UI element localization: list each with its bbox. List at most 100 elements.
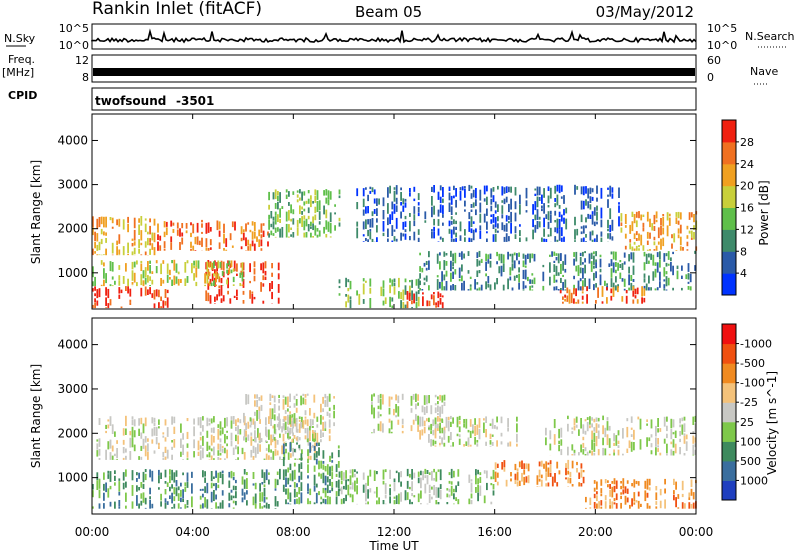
echo-cell: [204, 284, 206, 287]
echo-cell: [217, 260, 220, 269]
echo-cell: [612, 282, 615, 291]
y-tick-label: 1000: [57, 471, 88, 485]
echo-cell: [650, 419, 653, 429]
echo-cell: [547, 186, 550, 191]
echo-cell: [547, 205, 550, 208]
echo-cell: [579, 256, 582, 266]
echo-cell: [94, 276, 96, 286]
echo-cell: [164, 489, 167, 495]
echo-cell: [217, 428, 220, 440]
echo-cell: [180, 451, 182, 457]
echo-cell: [454, 285, 457, 291]
echo-cell: [417, 296, 420, 307]
echo-cell: [289, 503, 292, 505]
echo-cell: [373, 407, 375, 419]
echo-cell: [551, 476, 554, 487]
echo-cell: [206, 441, 209, 451]
echo-cell: [242, 271, 245, 278]
echo-cell: [323, 190, 325, 196]
echo-cell: [593, 427, 596, 432]
echo-cell: [576, 461, 578, 466]
echo-cell: [666, 453, 668, 456]
echo-cell: [282, 399, 285, 410]
echo-cell: [439, 252, 441, 256]
echo-cell: [356, 221, 359, 227]
echo-cell: [496, 261, 498, 265]
echo-cell: [176, 222, 179, 229]
echo-cell: [432, 439, 435, 446]
echo-cell: [98, 241, 101, 251]
echo-cell: [211, 263, 214, 271]
echo-cell: [578, 429, 580, 436]
echo-cell: [556, 461, 559, 469]
echo-cell: [489, 284, 492, 291]
echo-cell: [478, 270, 481, 274]
echo-cell: [485, 429, 487, 438]
echo-cell: [199, 504, 202, 509]
echo-cell: [293, 499, 296, 505]
echo-cell: [246, 472, 248, 476]
echo-cell: [611, 486, 614, 498]
echo-cell: [118, 500, 121, 507]
echo-cell: [663, 253, 666, 262]
echo-cell: [213, 436, 215, 443]
echo-cell: [413, 220, 416, 227]
echo-cell: [149, 218, 151, 223]
echo-cell: [426, 470, 429, 474]
echo-cell: [125, 286, 127, 291]
echo-cell: [597, 287, 599, 298]
echo-cell: [684, 503, 686, 509]
echo-cell: [679, 418, 681, 424]
echo-cell: [274, 496, 277, 507]
echo-cell: [441, 427, 444, 434]
echo-cell: [309, 488, 312, 496]
echo-cell: [681, 424, 684, 435]
echo-cell: [147, 289, 149, 295]
echo-cell: [479, 472, 482, 476]
echo-cell: [249, 280, 251, 284]
echo-cell: [508, 221, 510, 224]
echo-cell: [365, 502, 367, 505]
echo-cell: [351, 482, 354, 490]
echo-cell: [159, 235, 162, 241]
echo-cell: [672, 450, 675, 456]
echo-cell: [228, 267, 231, 275]
echo-cell: [654, 288, 657, 291]
echo-cell: [657, 241, 660, 245]
echo-cell: [136, 282, 138, 287]
echo-cell: [413, 293, 415, 304]
echo-cell: [260, 239, 263, 247]
echo-cell: [225, 238, 228, 247]
echo-cell: [630, 434, 633, 437]
echo-cell: [439, 489, 442, 500]
echo-cell: [144, 469, 147, 473]
echo-cell: [398, 472, 400, 483]
echo-cell: [292, 218, 295, 225]
echo-cell: [114, 453, 116, 457]
echo-cell: [596, 211, 598, 221]
echo-cell: [655, 437, 657, 447]
echo-cell: [464, 209, 466, 212]
echo-cell: [665, 271, 668, 275]
echo-cell: [574, 240, 576, 242]
echo-cell: [300, 482, 303, 491]
colorbar-tick-label: -500: [740, 357, 765, 370]
echo-cell: [103, 503, 105, 509]
echo-cell: [388, 407, 391, 415]
echo-cell: [574, 216, 576, 226]
echo-cell: [452, 284, 454, 291]
echo-cell: [469, 444, 472, 447]
echo-cell: [492, 187, 495, 192]
echo-cell: [382, 423, 384, 433]
echo-cell: [450, 238, 453, 242]
echo-cell: [347, 279, 350, 283]
echo-cell: [367, 489, 369, 499]
echo-cell: [252, 445, 255, 454]
echo-cell: [522, 281, 525, 289]
echo-cell: [107, 424, 110, 429]
echo-cell: [591, 196, 594, 201]
echo-cell: [367, 475, 369, 486]
freq-trace: [93, 68, 695, 76]
echo-cell: [166, 427, 169, 437]
echo-cell: [686, 241, 689, 247]
